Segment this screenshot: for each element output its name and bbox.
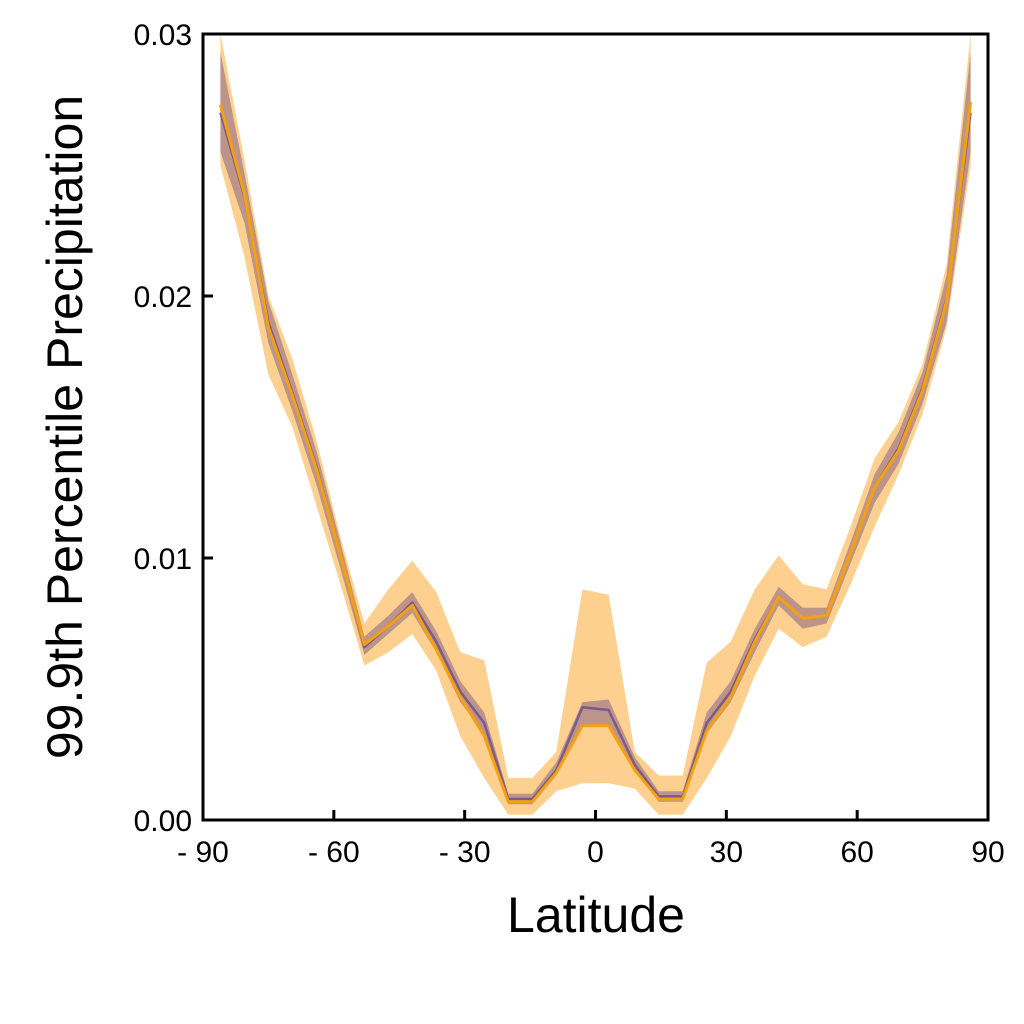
y-tick-label: 0.00 xyxy=(134,805,192,838)
y-tick-label: 0.03 xyxy=(134,19,192,52)
y-axis-ticks: 0.00 0.01 0.02 0.03 xyxy=(134,19,213,838)
x-tick-label: - 90 xyxy=(177,836,229,869)
x-tick-label: 0 xyxy=(587,836,604,869)
y-axis-title: 99.9th Percentile Precipitation xyxy=(37,95,93,759)
x-tick-label: - 60 xyxy=(308,836,360,869)
x-axis-ticks: - 90 - 60 - 30 0 30 60 90 xyxy=(177,810,1005,869)
x-axis-title: Latitude xyxy=(507,887,685,943)
plot-area xyxy=(218,34,973,815)
y-tick-label: 0.01 xyxy=(134,543,192,576)
y-tick-label: 0.02 xyxy=(134,281,192,314)
x-tick-label: 60 xyxy=(840,836,873,869)
model-uncertainty-band xyxy=(220,52,971,805)
x-tick-label: 30 xyxy=(710,836,743,869)
x-tick-label: 90 xyxy=(971,836,1004,869)
observation-uncertainty-band xyxy=(220,34,971,815)
x-tick-label: - 30 xyxy=(439,836,491,869)
observation-mean-line xyxy=(218,101,973,804)
